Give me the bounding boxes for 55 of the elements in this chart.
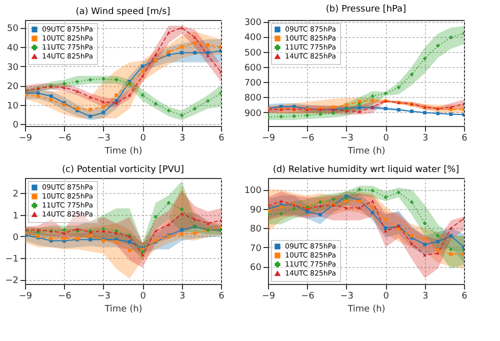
y-tick-label: 30 xyxy=(7,62,19,73)
y-tick-label: 10 xyxy=(7,101,19,112)
x-tick-label: 6 xyxy=(462,134,468,144)
x-tick-label: 0 xyxy=(383,134,390,144)
x-tick-label: −9 xyxy=(18,134,32,144)
y-tick-label: 600 xyxy=(244,63,262,74)
x-tick-label: 3 xyxy=(422,134,428,144)
x-tick-label: −3 xyxy=(340,292,354,302)
x-tick-label: −6 xyxy=(58,134,72,144)
x-axis-title: Time (h) xyxy=(104,304,142,314)
x-tick-label: 6 xyxy=(218,292,225,302)
y-tick-label: 900 xyxy=(244,108,262,119)
x-tick-label: 6 xyxy=(218,134,225,144)
x-tick-label: −6 xyxy=(301,292,315,302)
x-tick-label: 3 xyxy=(179,134,186,144)
y-tick-label: 800 xyxy=(244,94,262,104)
x-axis-title: Time (h) xyxy=(104,146,142,156)
x-tick-label: 6 xyxy=(462,292,468,302)
chart-title: (b) Pressure [hPa] xyxy=(326,4,406,15)
y-tick-label: 100 xyxy=(244,186,262,196)
y-tick-label: 700 xyxy=(244,78,262,89)
y-tick-label: 500 xyxy=(244,48,262,58)
y-tick-label: −2 xyxy=(5,276,18,286)
x-axis-title: Time (h) xyxy=(346,146,386,156)
y-tick-label: 40 xyxy=(7,43,19,54)
y-tick-label: 2 xyxy=(12,190,18,200)
x-tick-label: −3 xyxy=(97,292,111,302)
y-tick-label: 70 xyxy=(250,244,262,254)
chart-title: (d) Relative humidity wrt liquid water [%] xyxy=(272,165,460,175)
chart-title: (a) Wind speed [m/s] xyxy=(76,7,170,17)
x-tick-label: −6 xyxy=(58,292,72,302)
y-tick-label: 20 xyxy=(7,82,19,92)
x-tick-label: −3 xyxy=(340,134,354,144)
x-tick-label: −9 xyxy=(262,134,276,144)
y-tick-label: 0 xyxy=(12,232,19,243)
y-tick-label: 90 xyxy=(250,205,262,216)
x-tick-label: −9 xyxy=(18,292,32,302)
y-tick-label: 400 xyxy=(244,33,262,44)
x-tick-label: 0 xyxy=(140,292,146,302)
y-tick-label: 300 xyxy=(244,18,262,28)
y-tick-label: 0 xyxy=(12,120,19,131)
x-tick-label: 3 xyxy=(179,292,186,302)
chart-title: (c) Potential vorticity [PVU] xyxy=(62,165,184,175)
y-tick-label: 1 xyxy=(12,211,18,222)
y-tick-label: −1 xyxy=(5,254,18,265)
x-tick-label: −3 xyxy=(97,134,111,144)
y-tick-label: 60 xyxy=(250,263,262,274)
x-tick-label: 0 xyxy=(383,292,390,302)
y-tick-label: 80 xyxy=(250,224,262,235)
y-tick-label: 50 xyxy=(7,24,19,34)
x-tick-label: 0 xyxy=(140,134,146,144)
x-tick-label: −9 xyxy=(262,292,276,302)
x-tick-label: 3 xyxy=(422,292,428,302)
x-axis-title: Time (h) xyxy=(346,304,386,314)
x-tick-label: −6 xyxy=(301,134,315,144)
